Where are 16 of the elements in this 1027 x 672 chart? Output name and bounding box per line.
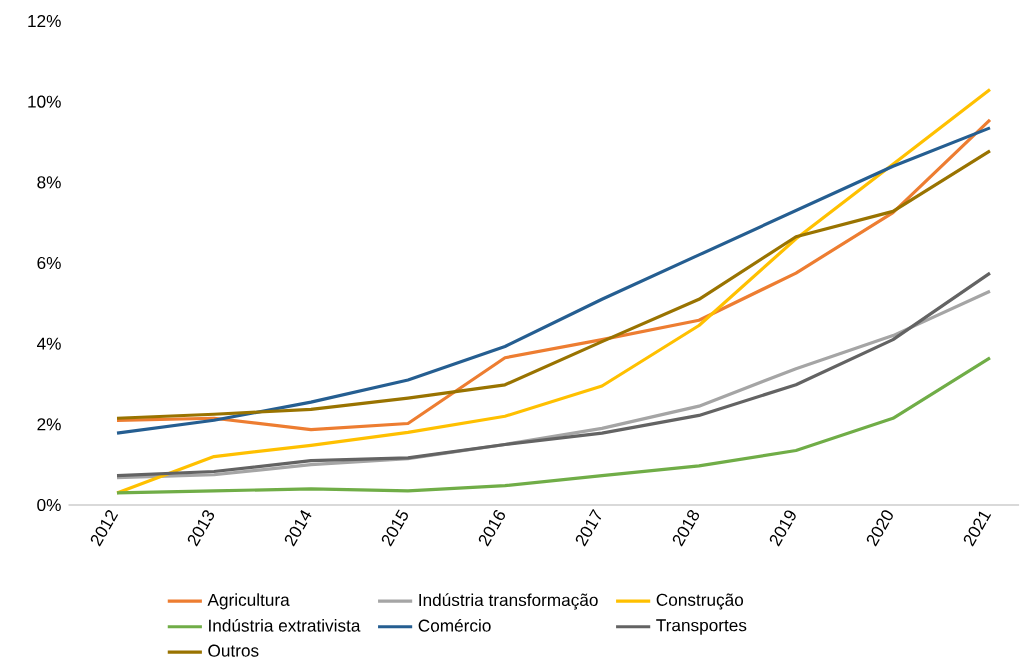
y-tick-label: 8% [37,176,61,189]
legend-label: Outros [208,644,259,657]
y-tick-label: 2% [37,418,61,431]
line-series [115,87,992,495]
y-tick-label: 4% [36,337,61,350]
legend-label: Construção [656,593,744,610]
y-tick-label: 0% [37,498,61,512]
y-tick-label: 6% [37,256,61,270]
y-tick-label: 12% [28,14,61,28]
legend-label: Indústria transformação [419,593,598,610]
legend-label: Indústria extrativista [209,618,361,632]
legend-label: Agricultura [207,593,290,610]
legend-label: Comércio [418,618,491,632]
legend-label: Transportes [656,619,747,635]
line-series [115,356,992,495]
y-tick-label: 10% [28,95,61,108]
